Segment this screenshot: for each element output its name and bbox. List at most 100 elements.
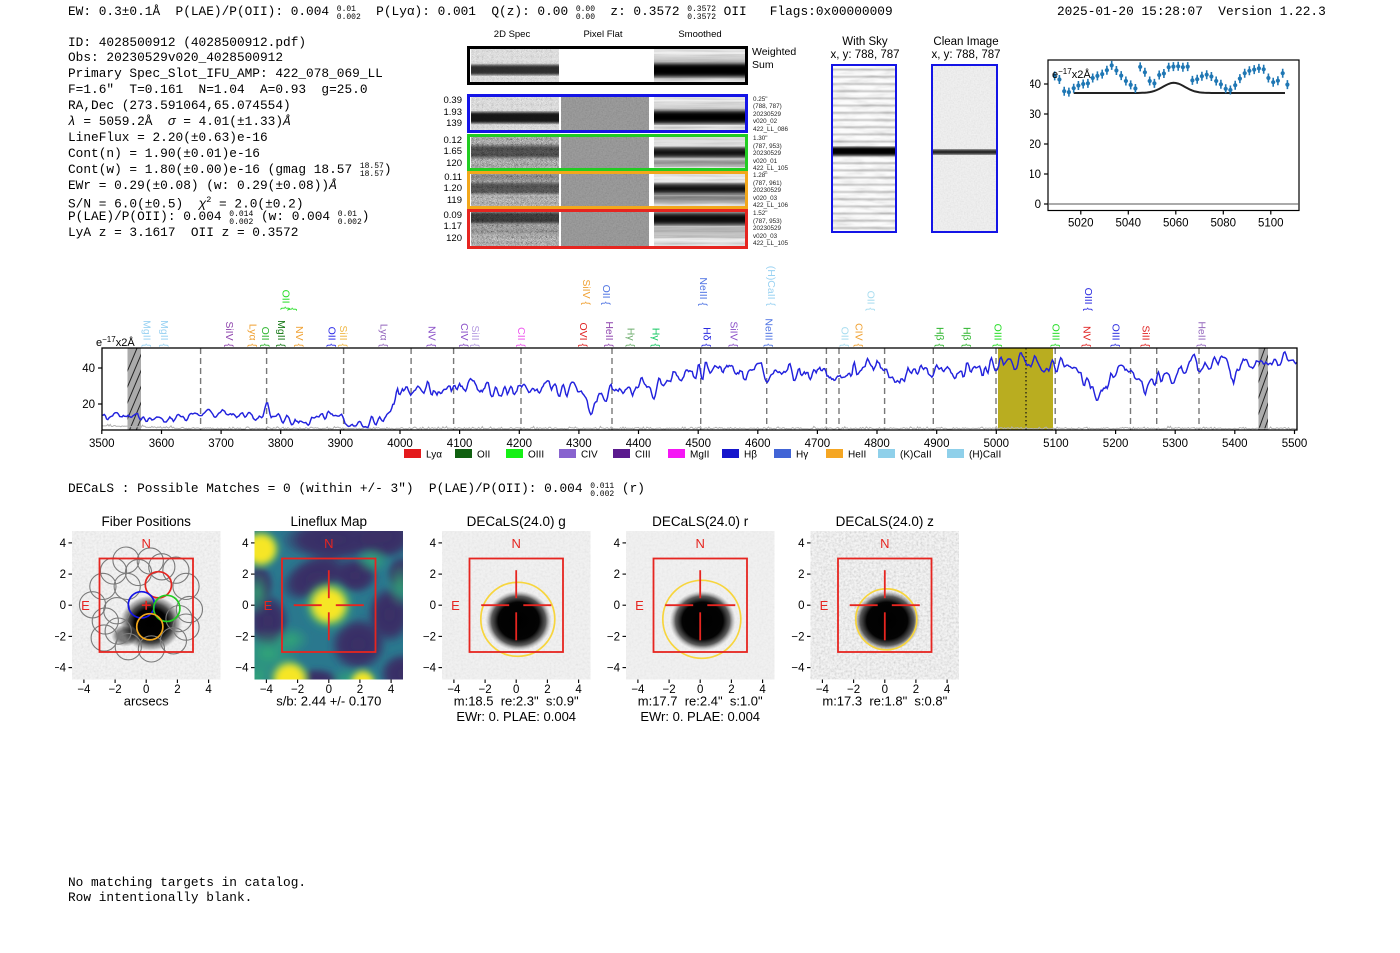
svg-text:−4: −4	[235, 663, 249, 675]
svg-text:4: 4	[430, 538, 437, 550]
svg-text:OII {: OII {	[326, 327, 338, 348]
svg-text:4000: 4000	[387, 438, 413, 450]
svg-text:OII {: OII {	[865, 291, 877, 312]
svg-text:(K)CaII: (K)CaII	[900, 450, 932, 461]
svg-text:OIII {: OIII {	[1082, 288, 1094, 312]
svg-text:10: 10	[1030, 169, 1041, 181]
svg-text:N: N	[880, 536, 889, 551]
svg-text:4900: 4900	[924, 438, 950, 450]
svg-text:5020: 5020	[1068, 218, 1094, 230]
svg-text:2: 2	[242, 569, 248, 581]
svg-text:m:18.5 re:2.3" s:0.9": m:18.5 re:2.3" s:0.9"	[454, 694, 579, 709]
svg-text:4: 4	[759, 684, 766, 696]
svg-text:EWr: 0. PLAE: 0.004: EWr: 0. PLAE: 0.004	[456, 709, 576, 724]
svg-text:E: E	[451, 598, 460, 613]
svg-text:40: 40	[82, 363, 95, 375]
svg-text:HeII {: HeII {	[603, 321, 615, 347]
svg-text:−4: −4	[447, 684, 461, 696]
svg-text:−4: −4	[816, 684, 830, 696]
svg-text:4: 4	[205, 684, 212, 696]
svg-text:CIV {: CIV {	[853, 323, 865, 347]
svg-text:DECaLS(24.0) r: DECaLS(24.0) r	[652, 514, 749, 529]
svg-text:OII {: OII {	[259, 327, 271, 348]
svg-text:−2: −2	[791, 631, 804, 643]
svg-text:−4: −4	[607, 663, 621, 675]
svg-text:0: 0	[326, 684, 332, 696]
svg-text:OIII {: OIII {	[1050, 324, 1062, 348]
svg-text:5300: 5300	[1162, 438, 1188, 450]
svg-text:5000: 5000	[984, 438, 1010, 450]
svg-text:2: 2	[174, 684, 180, 696]
svg-text:4200: 4200	[507, 438, 533, 450]
svg-text:EWr: 0. PLAE: 0.004: EWr: 0. PLAE: 0.004	[640, 709, 760, 724]
svg-text:−4: −4	[631, 684, 645, 696]
svg-text:0: 0	[513, 684, 519, 696]
svg-text:3700: 3700	[208, 438, 234, 450]
svg-text:0: 0	[614, 600, 620, 612]
svg-text:4500: 4500	[685, 438, 711, 450]
svg-text:3900: 3900	[328, 438, 354, 450]
svg-text:2: 2	[614, 569, 620, 581]
svg-text:DECaLS(24.0) g: DECaLS(24.0) g	[467, 514, 566, 529]
svg-text:5080: 5080	[1211, 218, 1237, 230]
svg-text:(H)CaII {: (H)CaII {	[765, 266, 777, 307]
svg-text:CII {: CII {	[515, 327, 527, 347]
svg-text:Hβ: Hβ	[744, 450, 757, 461]
svg-text:OII {: OII {	[280, 290, 292, 311]
svg-text:OII: OII	[477, 450, 490, 461]
svg-text:OII {: OII {	[600, 285, 612, 306]
svg-text:SiIV {: SiIV {	[728, 321, 740, 347]
svg-text:SiII {: SiII {	[337, 325, 349, 347]
svg-text:CIV: CIV	[581, 450, 598, 461]
svg-text:SiIV {: SiIV {	[580, 279, 592, 305]
svg-text:MgII: MgII	[690, 450, 709, 461]
svg-text:−2: −2	[235, 631, 248, 643]
svg-text:4: 4	[388, 684, 395, 696]
svg-text:0: 0	[143, 684, 149, 696]
svg-text:m:17.7 re:2.4" s:1.0": m:17.7 re:2.4" s:1.0"	[638, 694, 763, 709]
svg-text:−4: −4	[791, 663, 805, 675]
svg-text:NeIII {: NeIII {	[763, 318, 775, 347]
svg-text:MgII {: MgII {	[275, 320, 287, 347]
svg-text:E: E	[81, 598, 90, 613]
svg-text:−2: −2	[423, 631, 436, 643]
svg-text:5200: 5200	[1103, 438, 1129, 450]
svg-text:4100: 4100	[447, 438, 473, 450]
svg-text:HeII {: HeII {	[1196, 321, 1208, 347]
svg-text:N: N	[696, 536, 705, 551]
svg-text:30: 30	[1030, 109, 1041, 121]
svg-text:4: 4	[798, 538, 805, 550]
svg-text:m:17.3 re:1.8" s:0.8": m:17.3 re:1.8" s:0.8"	[822, 694, 947, 709]
svg-text:−2: −2	[55, 631, 66, 643]
svg-text:4300: 4300	[566, 438, 592, 450]
svg-text:20: 20	[82, 399, 95, 411]
svg-text:2: 2	[913, 684, 919, 696]
svg-text:NV {: NV {	[1081, 326, 1093, 348]
svg-text:2: 2	[544, 684, 550, 696]
svg-text:s/b: 2.44 +/- 0.170: s/b: 2.44 +/- 0.170	[276, 694, 381, 709]
svg-text:0: 0	[697, 684, 703, 696]
svg-text:5100: 5100	[1258, 218, 1284, 230]
svg-text:3500: 3500	[89, 438, 115, 450]
svg-text:{: {	[287, 307, 299, 311]
svg-text:CIII: CIII	[635, 450, 651, 461]
svg-text:SiIV {: SiIV {	[223, 321, 235, 347]
svg-text:3600: 3600	[149, 438, 175, 450]
svg-text:0: 0	[60, 600, 66, 612]
svg-text:−4: −4	[423, 663, 437, 675]
svg-text:−4: −4	[77, 684, 91, 696]
svg-text:Fiber Positions: Fiber Positions	[102, 514, 192, 529]
svg-text:4700: 4700	[805, 438, 831, 450]
svg-text:NV {: NV {	[293, 326, 305, 348]
svg-text:SiII {: SiII {	[1140, 325, 1152, 347]
svg-text:NeIII {: NeIII {	[697, 277, 709, 306]
svg-text:2: 2	[798, 569, 804, 581]
svg-text:−2: −2	[607, 631, 620, 643]
svg-text:Lineflux Map: Lineflux Map	[291, 514, 368, 529]
svg-text:40: 40	[1030, 79, 1041, 91]
svg-text:4: 4	[242, 538, 249, 550]
svg-text:E: E	[635, 598, 644, 613]
svg-text:e−17x2Å: e−17x2Å	[1052, 67, 1091, 81]
svg-text:Lyα {: Lyα {	[378, 324, 390, 348]
svg-text:3800: 3800	[268, 438, 294, 450]
